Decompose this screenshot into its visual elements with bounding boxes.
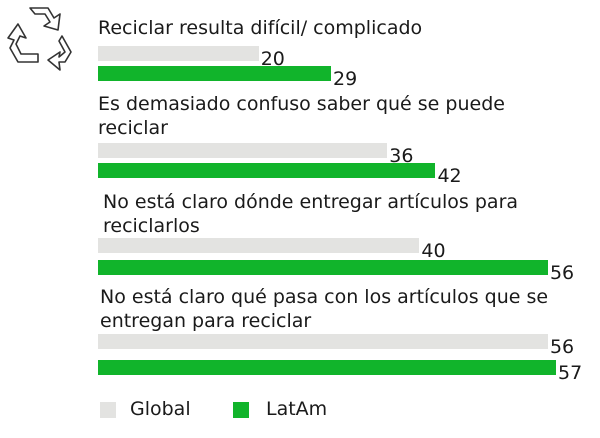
legend-label-latam: LatAm <box>266 398 328 420</box>
data-label: 20 <box>260 48 285 70</box>
legend-swatch-global <box>100 402 116 418</box>
data-label: 56 <box>549 262 575 284</box>
bar-latam <box>98 360 556 375</box>
category-label: No está claro dónde entregar artículos p… <box>103 191 519 237</box>
category-label: No está claro qué pasa con los artículos… <box>100 286 549 332</box>
recycle-icon <box>7 7 72 71</box>
data-label: 56 <box>549 336 575 358</box>
data-label: 29 <box>333 68 358 90</box>
bar-latam <box>98 66 332 81</box>
bar-global <box>98 238 420 253</box>
category-label: Reciclar resulta difícil/ complicado <box>98 17 423 39</box>
bar-global <box>98 143 388 158</box>
category-label: Es demasiado confuso saber qué se puede … <box>98 93 505 139</box>
legend-label-global: Global <box>130 398 191 420</box>
data-label: 42 <box>437 165 462 187</box>
bar-latam <box>98 260 548 275</box>
data-label: 57 <box>558 362 583 384</box>
bar-global <box>98 334 548 349</box>
data-label: 40 <box>421 240 446 262</box>
bar-global <box>98 46 259 61</box>
data-label: 36 <box>389 145 414 167</box>
legend-swatch-latam <box>233 402 249 418</box>
bar-latam <box>98 163 436 178</box>
